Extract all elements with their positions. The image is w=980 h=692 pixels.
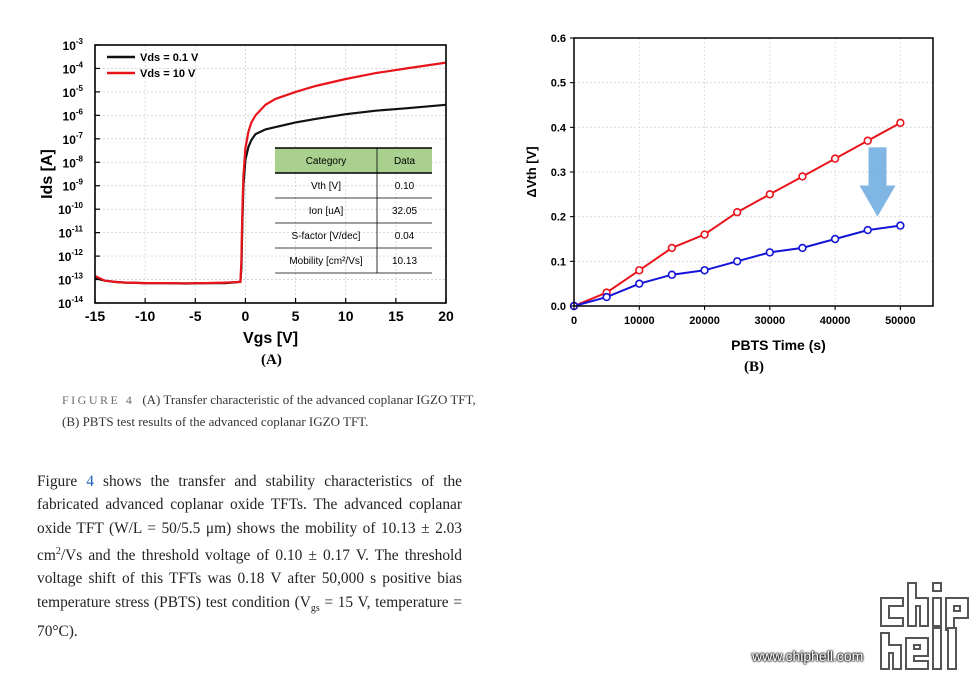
table-cell: Mobility [cm²/Vs] xyxy=(289,256,363,267)
x-tick-label: -15 xyxy=(85,308,105,324)
y-tick-label: 10-6 xyxy=(63,107,84,123)
data-point xyxy=(863,225,872,235)
plot-frame xyxy=(94,44,447,304)
y-tick-label: 10-5 xyxy=(63,84,84,100)
x-tick-label: 10 xyxy=(338,308,354,324)
body-sub: gs xyxy=(310,602,320,614)
parameter-table: Category Data Vth [V] 0.10 Ion [uA] 32.05 S-fa… xyxy=(275,147,432,274)
y-tick-label: 10-11 xyxy=(59,225,84,241)
data-point xyxy=(765,248,775,257)
y-axis-label: ΔVth [V] xyxy=(524,146,539,197)
body-text-1: Figure xyxy=(37,473,87,490)
series-line-2 xyxy=(573,224,901,307)
y-tick-label: 0.2 xyxy=(551,212,566,224)
table-cell: 0.04 xyxy=(395,231,415,242)
table-cell: 32.05 xyxy=(392,206,417,217)
table-header-cell: Category xyxy=(306,156,347,167)
data-point xyxy=(863,136,872,145)
x-tick-label: 40000 xyxy=(820,315,851,327)
body-text-4: = 15 V, temperature = 70°C). xyxy=(37,593,462,640)
y-tick-label: 0.3 xyxy=(551,167,566,179)
y-tick-label: 10-13 xyxy=(58,272,83,288)
y-tick-label: 0.6 xyxy=(551,33,566,45)
y-tick-label: 0.5 xyxy=(551,78,566,90)
table-cell: Vth [V] xyxy=(311,181,341,192)
body-text-3: /Vs and the threshold voltage of 0.10 ± … xyxy=(37,547,462,611)
data-point xyxy=(896,118,905,128)
legend-label-1: Vds = 0.1 V xyxy=(140,52,199,64)
x-tick-label: 0 xyxy=(571,315,577,327)
table-cell: S-factor [V/dec] xyxy=(292,231,361,242)
y-tick-label: 10-7 xyxy=(63,131,84,147)
y-tick-label: 10-9 xyxy=(63,178,84,194)
panel-b-label: (B) xyxy=(744,359,764,375)
y-tick-label: 10-8 xyxy=(63,154,84,170)
x-tick-label: 10000 xyxy=(624,315,655,327)
legend-label-2: Vds = 10 V xyxy=(140,68,196,80)
table-header-cell: Data xyxy=(394,156,416,167)
x-tick-label: 15 xyxy=(388,308,404,324)
data-point xyxy=(798,172,807,181)
table-header-bg xyxy=(275,148,432,173)
body-paragraph: Figure 4 shows the transfer and stabilit… xyxy=(37,470,462,643)
table-cell: Ion [uA] xyxy=(309,206,344,217)
data-point xyxy=(732,257,742,266)
down-arrow-icon xyxy=(859,147,896,217)
x-tick-label: -10 xyxy=(135,308,155,324)
table-cell: 0.10 xyxy=(395,181,415,192)
data-point xyxy=(896,221,905,230)
x-tick-label: 20000 xyxy=(689,315,720,327)
data-point xyxy=(830,234,840,244)
data-point xyxy=(700,230,709,239)
y-axis-label: Ids [A] xyxy=(39,149,56,199)
table-cell: 10.13 xyxy=(392,256,417,267)
data-point xyxy=(635,266,644,275)
chiphell-logo xyxy=(880,582,969,670)
data-point xyxy=(798,243,807,253)
data-point xyxy=(635,279,644,288)
panel-a-label: (A) xyxy=(261,352,282,368)
caption-text: (A) Transfer characteristic of the advan… xyxy=(62,392,476,429)
figure-caption: FIGURE 4 (A) Transfer characteristic of t… xyxy=(62,389,492,432)
x-axis-label: Vgs [V] xyxy=(243,330,298,347)
data-point xyxy=(667,243,677,253)
data-point xyxy=(602,292,611,302)
x-tick-label: -5 xyxy=(189,308,202,324)
data-point xyxy=(700,266,709,275)
data-point xyxy=(765,190,775,199)
x-axis-label: PBTS Time (s) xyxy=(731,337,826,353)
chart-a: -15 -10 -5 0 5 10 15 20 10-3 10-4 10-5 10-6 10-7 10-8… xyxy=(39,37,454,347)
y-tick-label: 10-14 xyxy=(58,295,83,311)
x-tick-label: 30000 xyxy=(755,315,786,327)
x-tick-label: 5 xyxy=(292,308,300,324)
chart-b: 0 10000 20000 30000 40000 50000 0.0 0.1 0.2 0.3 0.… xyxy=(524,33,934,353)
y-tick-label: 10-4 xyxy=(63,60,84,76)
x-tick-label: 20 xyxy=(438,308,454,324)
y-tick-label: 0.1 xyxy=(551,256,566,268)
data-point xyxy=(830,154,840,163)
data-point xyxy=(732,208,742,217)
x-tick-label: 50000 xyxy=(885,315,916,327)
body-text-2: shows the transfer and stability charact… xyxy=(37,473,462,565)
figure-label: FIGURE 4 xyxy=(62,393,135,407)
x-tick-label: 0 xyxy=(242,308,250,324)
watermark-url: www.chiphell.com xyxy=(752,648,864,664)
y-tick-label: 10-12 xyxy=(58,248,83,264)
y-tick-label: 10-10 xyxy=(58,201,83,217)
body-sup: 2 xyxy=(55,545,61,557)
series-line-2 xyxy=(94,61,447,285)
data-point xyxy=(667,270,677,279)
figure-reference-link[interactable]: 4 xyxy=(86,473,94,490)
y-tick-label: 0.4 xyxy=(551,122,567,134)
y-tick-label: 0.0 xyxy=(551,301,566,313)
y-tick-label: 10-3 xyxy=(63,37,84,53)
